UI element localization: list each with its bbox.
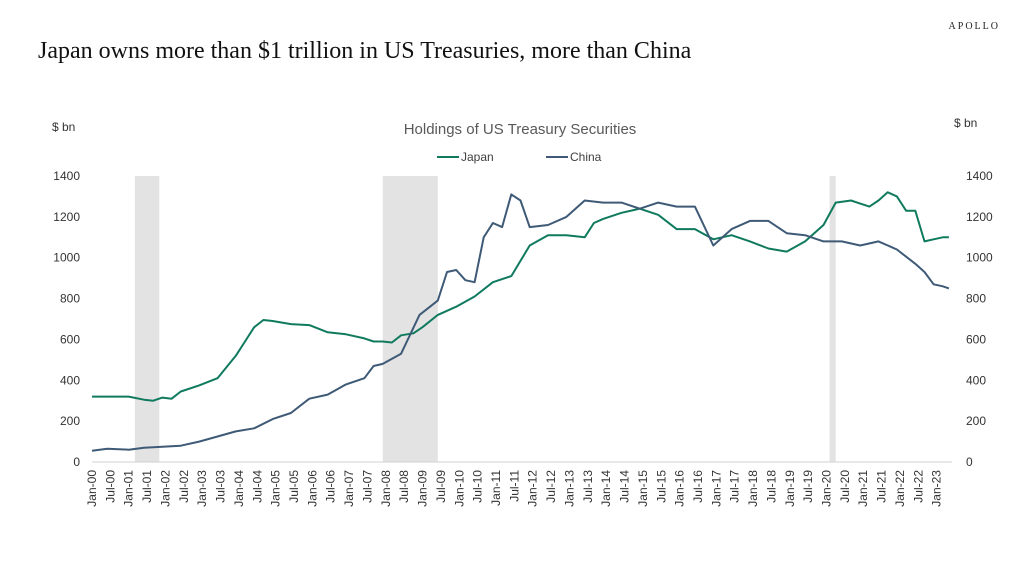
- y-tick-right-200: 200: [966, 414, 986, 428]
- axes: 0 0 200 200 400 400 600 600 800 800 1000 1000 1200 12…: [53, 169, 993, 507]
- x-tick-Jul-04: Jul-04: [250, 470, 264, 503]
- legend-label-china: China: [570, 150, 602, 164]
- series-line-china: [91, 193, 950, 452]
- x-tick-Jan-12: Jan-12: [526, 470, 540, 507]
- x-tick-Jul-08: Jul-08: [397, 470, 411, 503]
- x-tick-Jan-15: Jan-15: [636, 470, 650, 507]
- y-tick-right-1400: 1400: [966, 169, 993, 183]
- y-axis-label-right: $ bn: [954, 116, 977, 130]
- x-tick-Jul-17: Jul-17: [728, 470, 742, 503]
- headline: Japan owns more than $1 trillion in US T…: [38, 38, 692, 64]
- x-tick-Jan-21: Jan-21: [856, 470, 870, 507]
- x-tick-Jul-14: Jul-14: [618, 470, 632, 503]
- legend: Japan China: [437, 150, 602, 164]
- recession-band-1: [134, 176, 160, 462]
- x-tick-Jan-13: Jan-13: [562, 470, 576, 507]
- x-tick-Jan-05: Jan-05: [269, 470, 283, 507]
- x-tick-Jan-22: Jan-22: [893, 470, 907, 507]
- x-tick-Jan-16: Jan-16: [673, 470, 687, 507]
- x-tick-Jan-11: Jan-11: [489, 470, 503, 506]
- x-tick-Jul-19: Jul-19: [801, 470, 815, 503]
- x-tick-Jul-09: Jul-09: [434, 470, 448, 503]
- y-tick-right-400: 400: [966, 373, 986, 387]
- x-tick-Jan-14: Jan-14: [599, 470, 613, 507]
- y-tick-right-800: 800: [966, 292, 986, 306]
- x-tick-Jan-18: Jan-18: [746, 470, 760, 507]
- x-tick-Jul-13: Jul-13: [581, 470, 595, 503]
- y-tick-left-1400: 1400: [53, 169, 80, 183]
- y-tick-left-1200: 1200: [53, 210, 80, 224]
- x-tick-Jul-12: Jul-12: [544, 470, 558, 503]
- x-tick-Jul-22: Jul-22: [911, 470, 925, 503]
- x-tick-Jan-23: Jan-23: [930, 470, 944, 507]
- x-tick-Jan-08: Jan-08: [379, 470, 393, 507]
- y-tick-left-800: 800: [60, 292, 80, 306]
- y-tick-right-1000: 1000: [966, 251, 993, 265]
- x-tick-Jan-04: Jan-04: [232, 470, 246, 507]
- x-tick-Jan-09: Jan-09: [416, 470, 430, 507]
- legend-label-japan: Japan: [461, 150, 494, 164]
- x-tick-Jan-07: Jan-07: [342, 470, 356, 507]
- y-tick-left-200: 200: [60, 414, 80, 428]
- x-tick-Jul-06: Jul-06: [324, 470, 338, 503]
- x-tick-Jan-01: Jan-01: [122, 470, 136, 507]
- x-tick-Jul-01: Jul-01: [140, 470, 154, 503]
- x-tick-Jan-20: Jan-20: [820, 470, 834, 507]
- x-tick-Jan-10: Jan-10: [452, 470, 466, 507]
- x-tick-Jul-16: Jul-16: [691, 470, 705, 503]
- recession-bands: [134, 176, 836, 462]
- y-tick-right-1200: 1200: [966, 210, 993, 224]
- y-tick-left-400: 400: [60, 373, 80, 387]
- chart-title: Holdings of US Treasury Securities: [404, 121, 637, 138]
- x-tick-Jul-10: Jul-10: [471, 470, 485, 503]
- x-tick-Jan-02: Jan-02: [158, 470, 172, 507]
- y-axis-label-left: $ bn: [52, 120, 75, 134]
- x-tick-Jul-03: Jul-03: [214, 470, 228, 503]
- x-tick-Jan-03: Jan-03: [195, 470, 209, 507]
- y-tick-left-600: 600: [60, 332, 80, 346]
- x-tick-Jul-05: Jul-05: [287, 470, 301, 503]
- y-tick-left-1000: 1000: [53, 251, 80, 265]
- x-tick-Jul-20: Jul-20: [838, 470, 852, 503]
- y-tick-left-0: 0: [73, 455, 80, 469]
- x-tick-Jul-00: Jul-00: [103, 470, 117, 503]
- x-tick-Jul-02: Jul-02: [177, 470, 191, 503]
- y-tick-right-0: 0: [966, 455, 973, 469]
- series-lines: [91, 191, 950, 452]
- x-tick-Jul-15: Jul-15: [654, 470, 668, 503]
- series-line-japan: [92, 191, 949, 402]
- y-tick-right-600: 600: [966, 332, 986, 346]
- brand-logo-text: APOLLO: [948, 21, 1000, 32]
- x-tick-Jul-11: Jul-11: [507, 470, 521, 502]
- x-tick-Jan-17: Jan-17: [709, 470, 723, 507]
- recession-band-2: [382, 176, 438, 462]
- x-tick-Jul-18: Jul-18: [764, 470, 778, 503]
- recession-band-3: [829, 176, 836, 462]
- x-tick-Jan-06: Jan-06: [305, 470, 319, 507]
- x-tick-Jul-21: Jul-21: [875, 470, 889, 503]
- x-tick-Jan-19: Jan-19: [783, 470, 797, 507]
- x-tick-Jul-07: Jul-07: [360, 470, 374, 503]
- x-tick-Jan-00: Jan-00: [85, 470, 99, 507]
